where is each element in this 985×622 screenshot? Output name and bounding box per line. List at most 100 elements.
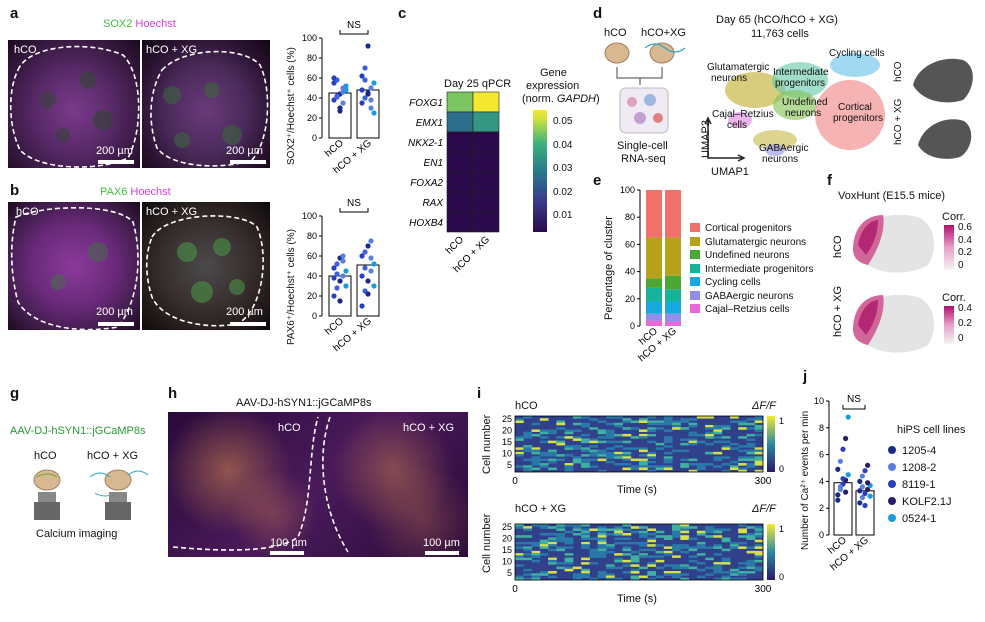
i-raster-cell [597,454,607,457]
b-cat-label: hCO [323,316,346,338]
d-schematic [604,42,686,134]
j-point [857,478,863,484]
i-raster-cell [531,429,541,432]
i-raster-cell [564,469,574,473]
i-raster-cell [581,535,590,538]
i-raster-cell [630,575,640,579]
i-raster-cell [589,577,599,581]
b-point [359,303,365,309]
i-raster-cell [721,548,731,552]
i-raster-cell [663,420,673,424]
i-raster-cell [655,530,665,534]
i-raster-cell [564,429,574,432]
i-raster-cell [746,463,756,466]
e-segment [665,275,681,290]
i-raster-cell [738,573,747,576]
i-raster-cell [605,532,615,536]
i-raster-cell [581,460,590,464]
f-colorbar-tick: 0.2 [958,247,972,258]
i-raster-cell [663,438,673,441]
i-raster-cell [639,463,648,466]
i-raster-cell [672,524,681,527]
i-raster-cell [539,463,549,466]
i-raster-cell [572,532,582,536]
i-raster-cell [713,553,723,556]
i-raster-cell [639,436,648,439]
i-raster-cell [680,537,690,540]
i-raster-cell [556,422,566,426]
f-colorbar-tick: 0.2 [958,318,972,329]
i-raster-cell [556,562,566,565]
i-raster-cell [581,447,590,450]
i-raster-cell [688,433,698,437]
a-point [368,105,374,111]
i-raster-cell [663,456,673,459]
i-raster-cell [696,467,706,471]
i-raster-cell [738,458,747,462]
i-raster-cell [597,544,607,547]
i-raster-cell [581,440,590,444]
d-left-hco: hCO [604,27,627,39]
i-raster-cell [680,442,690,446]
g-construct: AAV-DJ-hSYN1::jGCaMP8s [10,425,146,437]
i-raster-cell [688,566,698,570]
i-raster-cell [639,535,648,538]
i-raster-cell [738,420,747,424]
i-raster-cell [597,458,607,462]
i-raster-cell [614,553,623,556]
i-raster-cell [564,524,574,527]
j-point [857,488,863,494]
scale-bar-b-left [98,322,134,326]
i-raster-cell [688,537,698,540]
i-raster-cell [523,447,533,450]
i-raster-cell [713,562,723,565]
j-point [835,497,841,503]
i-raster-cell [738,571,747,574]
e-segment [646,287,662,302]
i-raster-cell [655,427,665,430]
a-point [334,93,340,99]
i-ytick-label: 25 [502,414,512,424]
scale-bar-b-right [230,322,266,326]
f-colorbar-tick: 0.6 [958,222,972,233]
c-legend-norm: (norm. [522,93,557,105]
i-raster-cell [622,528,632,532]
i-raster-cell [556,458,566,462]
panel-label-c: c [398,5,407,22]
i-raster-cell [515,541,524,545]
i-raster-cell [572,573,582,576]
j-legend-item: KOLF2.1J [888,496,952,508]
i-raster-cell [680,526,690,529]
cl-gaba-2: neurons [762,154,799,165]
i-raster-frame-top [514,415,764,473]
i-raster-cell [597,548,607,552]
i-raster-cell [605,546,615,549]
i-raster-cell [713,429,723,432]
i-raster-cell [531,559,541,563]
i-raster-cell [705,431,714,435]
i-raster-cell [647,420,657,424]
i-raster-cell [523,553,533,556]
i-raster-cell [663,573,673,576]
d-left-xg: hCO+XG [641,27,686,39]
panel-label-d: d [593,5,603,22]
umap-split [913,58,973,159]
i-cbar-tick: 1 [779,416,784,426]
i-raster-cell [655,467,665,471]
a-point [331,75,337,81]
c-cell [446,191,474,213]
stain-sox2: SOX2 [103,18,133,30]
i-raster-cell [647,429,657,432]
b-point [362,265,368,271]
b-point [362,249,368,255]
i-raster-cell [556,535,566,538]
d-side-hco: hCO [893,61,904,82]
c-cell [446,91,474,113]
i-raster-cell [564,530,574,534]
i-raster-cell [605,460,615,464]
i-cbar-tick: 0 [779,572,784,582]
i-raster-cell [515,465,524,468]
b-point [340,273,346,279]
i-colorbar-bottom [767,524,775,580]
e-legend-swatch [690,290,700,300]
